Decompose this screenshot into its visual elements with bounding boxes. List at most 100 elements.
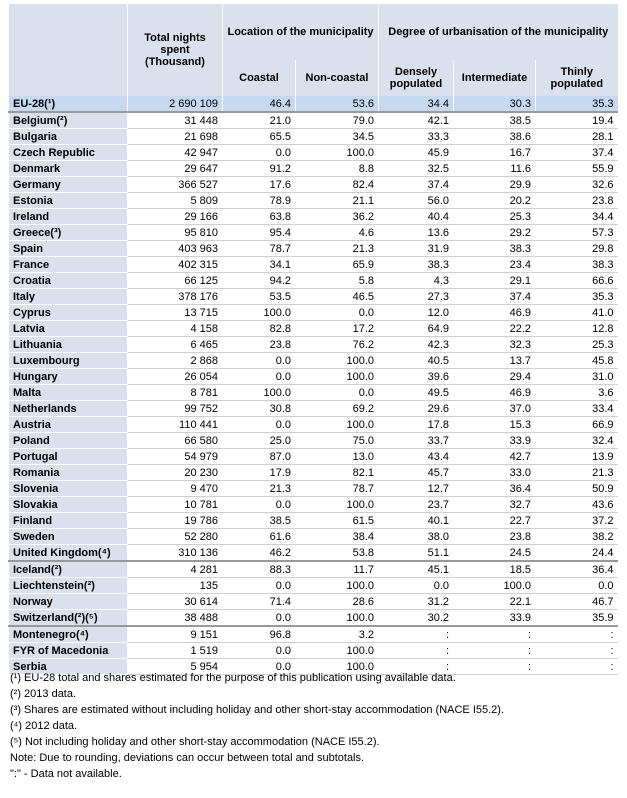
footnote: (²) 2013 data. — [10, 688, 77, 700]
cell: 66.6 — [534, 272, 618, 289]
cell: 0.0 — [222, 642, 296, 659]
cell: 29 647 — [127, 160, 223, 177]
cell: : — [453, 642, 536, 659]
cell: 100.0 — [295, 144, 379, 161]
row-label: Italy — [8, 288, 128, 305]
table-row: Italy 378 176 53.5 46.5 27.3 37.4 35.3 — [8, 288, 618, 305]
cell: 24.4 — [534, 544, 618, 562]
cell: 19.4 — [534, 112, 618, 129]
cell: 100.0 — [222, 304, 296, 321]
table-body: EU-28(¹) 2 690 109 46.4 53.6 34.4 30.3 35.3 Bel… — [8, 96, 618, 675]
cell: 41.0 — [534, 304, 618, 321]
row-label: Luxembourg — [8, 352, 128, 369]
cell: 26 054 — [127, 368, 223, 385]
cell: 34.4 — [378, 96, 454, 113]
cell: 3.2 — [295, 625, 379, 643]
cell: 4 158 — [127, 320, 223, 337]
cell: 19 786 — [127, 512, 223, 529]
cell: 29.2 — [453, 224, 536, 241]
cell: 22.7 — [453, 512, 536, 529]
cell: 66.9 — [534, 416, 618, 433]
table-row: Luxembourg 2 868 0.0 100.0 40.5 13.7 45.8 — [8, 352, 618, 369]
cell: 2 690 109 — [127, 96, 223, 113]
cell: 31 448 — [127, 112, 223, 129]
cell: 33.0 — [453, 464, 536, 481]
header-intermediate: Intermediate — [453, 60, 536, 96]
cell: 5.8 — [295, 272, 379, 289]
cell: 37.4 — [453, 288, 536, 305]
cell: 9 151 — [127, 625, 223, 643]
cell: 42.1 — [378, 112, 454, 129]
cell: 99 752 — [127, 400, 223, 417]
cell: 46.4 — [222, 96, 296, 113]
cell: 0.0 — [222, 658, 296, 675]
cell: 402 315 — [127, 256, 223, 273]
cell: 8 781 — [127, 384, 223, 401]
cell: 100.0 — [295, 642, 379, 659]
cell: 11.7 — [295, 560, 379, 578]
cell: : — [534, 625, 618, 643]
cell: 38.0 — [378, 528, 454, 545]
cell: 65.5 — [222, 128, 296, 145]
cell: 18.5 — [453, 560, 536, 578]
cell: 46.5 — [295, 288, 379, 305]
cell: 29 166 — [127, 208, 223, 225]
cell: 52 280 — [127, 528, 223, 545]
cell: 87.0 — [222, 448, 296, 465]
cell: 36.2 — [295, 208, 379, 225]
row-label: Belgium(²) — [8, 112, 128, 129]
cell: 91.2 — [222, 160, 296, 177]
cell: 310 136 — [127, 544, 223, 562]
cell: 78.9 — [222, 192, 296, 209]
cell: 100.0 — [295, 352, 379, 369]
cell: 34.5 — [295, 128, 379, 145]
cell: 29.6 — [378, 400, 454, 417]
cell: 13 715 — [127, 304, 223, 321]
row-label: Germany — [8, 176, 128, 193]
cell: 100.0 — [295, 577, 379, 594]
table-row: France 402 315 34.1 65.9 38.3 23.4 38.3 — [8, 256, 618, 273]
cell: 75.0 — [295, 432, 379, 449]
header-urbanisation: Degree of urbanisation of the municipali… — [377, 4, 618, 60]
footnotes: (¹) EU-28 total and shares estimated for… — [10, 670, 504, 782]
cell: 57.3 — [534, 224, 618, 241]
cell: 95 810 — [127, 224, 223, 241]
cell: 82.4 — [295, 176, 379, 193]
header-thin: Thinly populated — [534, 60, 618, 96]
cell: 4.6 — [295, 224, 379, 241]
cell: 17.8 — [378, 416, 454, 433]
cell: : — [453, 625, 536, 643]
cell: 32.4 — [534, 432, 618, 449]
cell: 53.6 — [295, 96, 379, 113]
row-label: Montenegro(⁴) — [8, 625, 128, 643]
table-row: Switzerland(²)(⁵) 38 488 0.0 100.0 30.2 33.9 3… — [8, 609, 618, 627]
cell: 33.7 — [378, 432, 454, 449]
cell: 71.4 — [222, 593, 296, 610]
cell: : — [378, 625, 454, 643]
cell: 27.3 — [378, 288, 454, 305]
table-row: Slovakia 10 781 0.0 100.0 23.7 32.7 43.6 — [8, 496, 618, 513]
cell: 32.6 — [534, 176, 618, 193]
cell: 34.4 — [534, 208, 618, 225]
footnote: (⁵) Not including holiday and other shor… — [10, 736, 380, 748]
row-label: Lithuania — [8, 336, 128, 353]
row-label: Estonia — [8, 192, 128, 209]
cell: 46.9 — [453, 384, 536, 401]
row-label: Latvia — [8, 320, 128, 337]
cell: 64.9 — [378, 320, 454, 337]
table-row: Estonia 5 809 78.9 21.1 56.0 20.2 23.8 — [8, 192, 618, 209]
row-label: Poland — [8, 432, 128, 449]
cell: 8.8 — [295, 160, 379, 177]
cell: 23.8 — [222, 336, 296, 353]
cell: 32.7 — [453, 496, 536, 513]
cell: 82.1 — [295, 464, 379, 481]
cell: 21.3 — [295, 240, 379, 257]
cell: 39.6 — [378, 368, 454, 385]
cell: 53.8 — [295, 544, 379, 562]
cell: 42.3 — [378, 336, 454, 353]
row-label: Slovenia — [8, 480, 128, 497]
cell: 76.2 — [295, 336, 379, 353]
cell: 13.7 — [453, 352, 536, 369]
cell: 29.8 — [534, 240, 618, 257]
